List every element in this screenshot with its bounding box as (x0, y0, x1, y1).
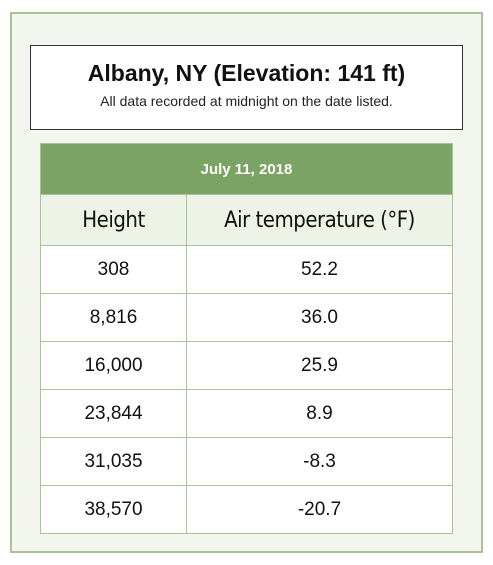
table-cell: 31,035 (40, 437, 187, 486)
table-cell: 16,000 (40, 341, 187, 390)
table-cell: 8,816 (40, 293, 187, 342)
table-row: 308 52.2 (40, 245, 453, 294)
title-box: Albany, NY (Elevation: 141 ft) All data … (30, 45, 463, 130)
table-caption: July 11, 2018 (40, 143, 453, 195)
table-cell: 38,570 (40, 485, 187, 534)
data-table: July 11, 2018 Height Air temperature (°F)… (40, 143, 453, 534)
table-row: 23,844 8.9 (40, 389, 453, 438)
table-row: 16,000 25.9 (40, 341, 453, 390)
table-cell: -20.7 (186, 485, 453, 534)
title: Albany, NY (Elevation: 141 ft) (87, 60, 406, 86)
table-cell: 8.9 (186, 389, 453, 438)
subtitle: All data recorded at midnight on the dat… (100, 93, 393, 109)
table-row: 38,570 -20.7 (40, 485, 453, 534)
table-cell: 52.2 (186, 245, 453, 294)
column-header: Height (40, 194, 187, 246)
table-cell: -8.3 (186, 437, 453, 486)
table-cell: 308 (40, 245, 187, 294)
table-row: 31,035 -8.3 (40, 437, 453, 486)
table-cell: 36.0 (186, 293, 453, 342)
table-cell: 23,844 (40, 389, 187, 438)
column-header: Air temperature (°F) (186, 194, 453, 246)
table-cell: 25.9 (186, 341, 453, 390)
table-row: 8,816 36.0 (40, 293, 453, 342)
